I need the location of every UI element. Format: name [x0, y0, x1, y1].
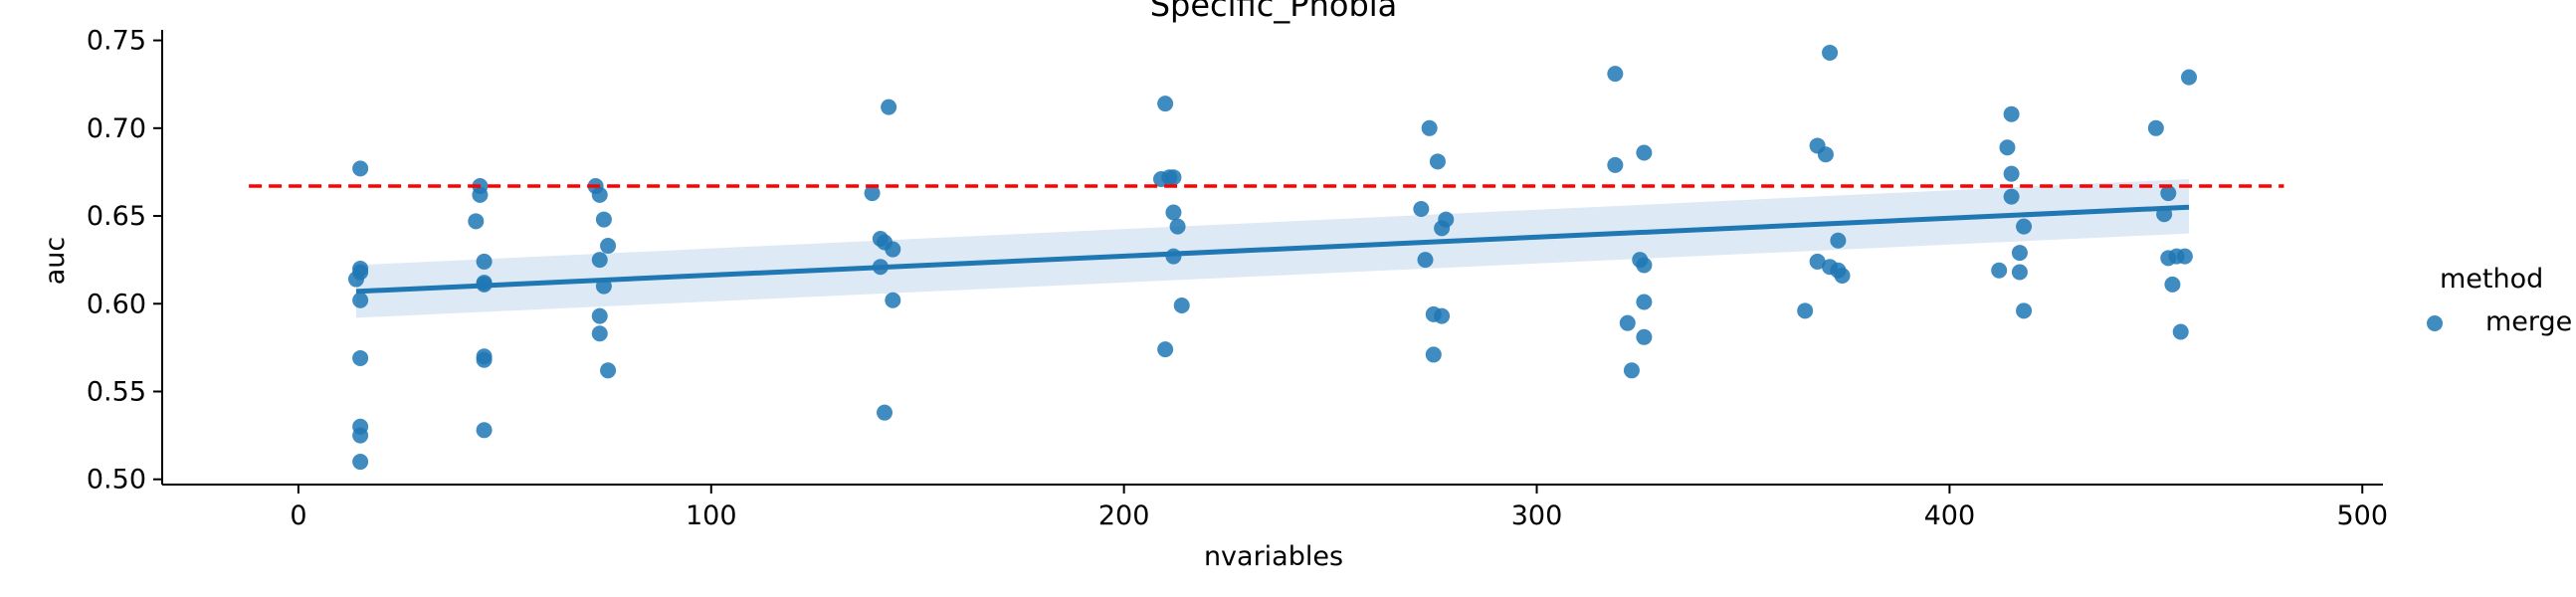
- x-tick-label: 500: [2336, 500, 2388, 531]
- data-point: [1413, 200, 1430, 217]
- data-point: [1607, 66, 1624, 83]
- y-tick-label: 0.60: [87, 289, 146, 319]
- data-point: [1636, 328, 1653, 345]
- data-point: [476, 253, 493, 270]
- data-point: [1421, 119, 1438, 136]
- data-point: [476, 351, 493, 368]
- data-point: [591, 307, 608, 324]
- data-point: [1636, 144, 1653, 161]
- data-point: [1157, 96, 1174, 112]
- x-tick-label: 300: [1511, 500, 1563, 531]
- data-point: [591, 325, 608, 342]
- data-point: [1607, 156, 1624, 173]
- x-axis-label: nvariables: [1204, 541, 1343, 572]
- legend-entry-merge: merge: [2485, 306, 2572, 337]
- data-point: [472, 186, 489, 203]
- data-point: [2016, 302, 2033, 319]
- data-point: [1834, 268, 1851, 285]
- data-point: [1173, 298, 1190, 314]
- data-point: [352, 454, 369, 471]
- data-point: [2172, 323, 2189, 340]
- y-tick-label: 0.50: [87, 465, 146, 496]
- legend: method merge: [2427, 264, 2572, 337]
- y-tick-label: 0.75: [87, 26, 146, 57]
- data-point: [1817, 146, 1834, 163]
- data-point: [352, 292, 369, 308]
- data-point: [476, 422, 493, 439]
- y-axis-label: auc: [40, 237, 71, 286]
- y-tick-label: 0.55: [87, 376, 146, 407]
- data-point: [2003, 165, 2020, 182]
- y-tick-label: 0.70: [87, 113, 146, 144]
- data-point: [2160, 185, 2177, 202]
- data-point: [885, 241, 901, 258]
- legend-title: method: [2440, 264, 2543, 295]
- data-point: [877, 404, 893, 421]
- data-point: [1425, 346, 1442, 363]
- data-point: [881, 99, 897, 115]
- data-point: [2181, 69, 2198, 86]
- data-point: [1165, 169, 1182, 186]
- data-point: [591, 252, 608, 269]
- data-point: [591, 186, 608, 203]
- data-point: [1429, 153, 1446, 170]
- data-point: [1636, 257, 1653, 274]
- data-point: [885, 292, 901, 308]
- x-tick-label: 200: [1098, 500, 1150, 531]
- data-point: [1636, 294, 1653, 310]
- data-point: [864, 185, 881, 202]
- data-point: [352, 349, 369, 366]
- data-point: [600, 362, 617, 379]
- data-point: [1991, 262, 2008, 279]
- data-point: [1830, 232, 1847, 249]
- data-point: [600, 238, 617, 255]
- data-point: [1822, 44, 1839, 61]
- data-point: [468, 213, 485, 230]
- data-point: [1165, 204, 1182, 221]
- y-axis-ticks: 0.50 0.55 0.60 0.65 0.70 0.75: [87, 26, 162, 496]
- data-point: [1797, 302, 1814, 319]
- x-tick-label: 0: [290, 500, 306, 531]
- y-tick-label: 0.65: [87, 201, 146, 232]
- data-point: [2011, 264, 2028, 281]
- legend-marker: [2427, 315, 2443, 331]
- data-point: [2016, 218, 2033, 235]
- chart-title: Specific_Phobia: [1150, 0, 1398, 24]
- data-point: [352, 260, 369, 277]
- data-point: [1434, 307, 1451, 324]
- regression-line: [355, 204, 2190, 295]
- data-point: [1999, 139, 2016, 156]
- x-axis-ticks: 0 100 200 300 400 500: [290, 485, 2388, 531]
- data-point: [2011, 245, 2028, 262]
- data-point: [1809, 253, 1826, 270]
- data-point: [2147, 119, 2164, 136]
- data-point: [1619, 314, 1636, 331]
- data-point: [1157, 341, 1174, 358]
- data-point: [352, 427, 369, 444]
- data-point: [1169, 218, 1186, 235]
- data-point: [2003, 105, 2020, 122]
- plot-area: [249, 44, 2284, 471]
- data-point: [595, 211, 612, 228]
- data-point: [2164, 276, 2181, 293]
- x-tick-label: 400: [1924, 500, 1976, 531]
- x-tick-label: 100: [686, 500, 737, 531]
- data-point: [1417, 252, 1434, 269]
- data-point: [352, 160, 369, 177]
- data-point: [1434, 220, 1451, 237]
- data-point: [2003, 188, 2020, 205]
- data-point: [1623, 362, 1640, 379]
- data-point: [2176, 248, 2193, 265]
